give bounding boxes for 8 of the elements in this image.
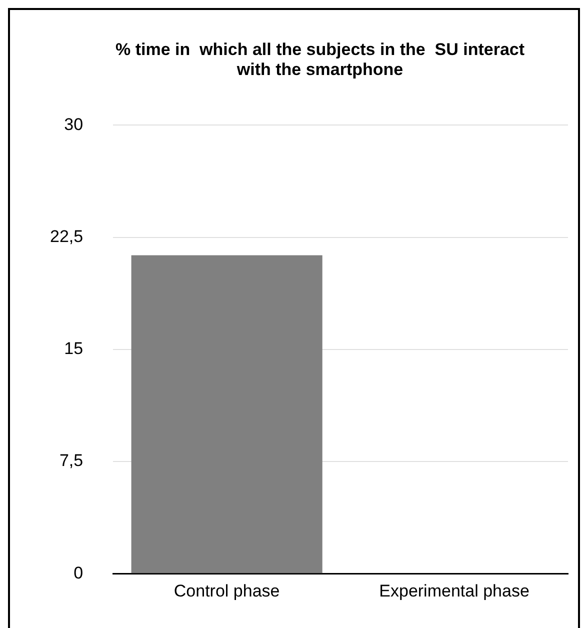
x-tick-label: Control phase [174,581,280,600]
y-tick-label: 7,5 [59,451,84,470]
chart-title: % time in which all the subjects in the SU interact with the smartphone [114,40,526,80]
y-tick-label: 15 [64,339,84,358]
y-tick-label: 0 [74,563,84,582]
x-tick-label: Experimental phase [379,581,530,600]
y-tick-label: 22,5 [50,226,84,246]
y-tick-label: 30 [64,114,84,134]
